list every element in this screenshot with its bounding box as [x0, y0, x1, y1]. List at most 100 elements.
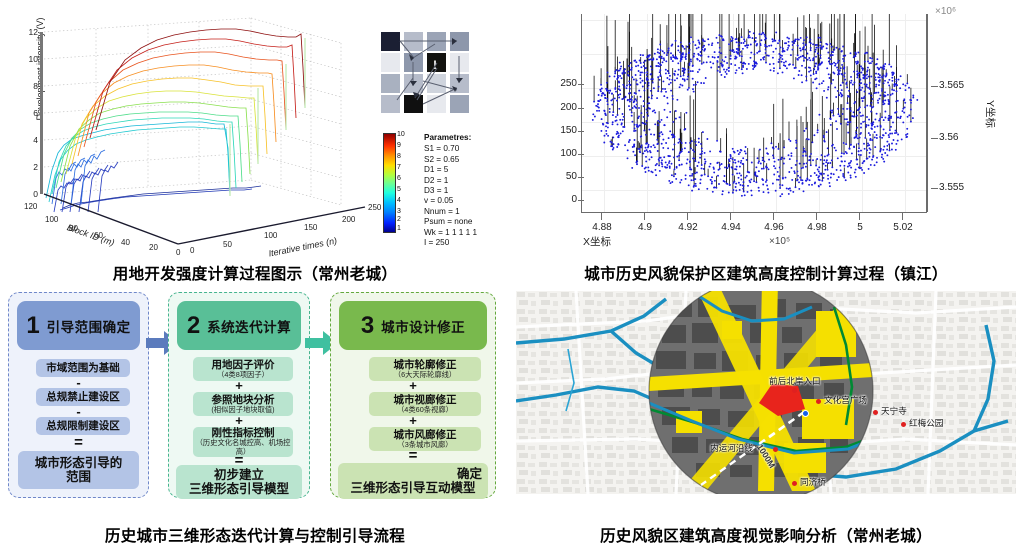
flow-sub-box[interactable]: 参照地块分析 (相似因子地块取值)	[193, 392, 293, 416]
caption-panel-1: 用地开发强度计算过程图示（常州老城）	[112, 266, 398, 283]
flow-result-line: 三维形态引导模型	[188, 482, 289, 496]
colorbar-tick: 4	[397, 197, 401, 204]
flow-sub-box[interactable]: 用地因子评价 （4类8项因子）	[193, 357, 293, 381]
z-tick: 2	[33, 162, 38, 172]
panel-flowchart: 1 引导范围确定 市域范围为基础 - 总规禁止建设区 - 总规限制建设区 = 城…	[0, 258, 510, 556]
map-label-wenhuagong: 文化宫广场	[824, 395, 867, 405]
svg-text:!: !	[433, 58, 437, 72]
flow-sub-box[interactable]: 市域范围为基础	[36, 359, 130, 377]
caption-panel-4: 历史风貌区建筑高度视觉影响分析（常州老城）	[600, 528, 932, 545]
y-tick: 80	[69, 224, 78, 233]
map-canvas[interactable]: 前后北岸入口 文化宫广场 天宁寺 红梅公园 内运河沿线 同济桥 1000M	[516, 291, 1016, 494]
flow-sub-main: 总规限制建设区	[46, 420, 120, 432]
flow-sub-box[interactable]: 城市轮廓修正 （6大天际轮廓线）	[369, 357, 481, 381]
map-marker[interactable]	[873, 410, 878, 415]
map-marker[interactable]	[792, 481, 797, 486]
z-tick: 0	[33, 189, 38, 199]
x-tick: 5	[840, 213, 880, 233]
flow-sub-note: （4类60条视廊）	[397, 404, 453, 414]
y-tick: 60	[94, 231, 103, 240]
flow-result-box[interactable]: 确定 三维形态引导互动模型	[338, 463, 488, 499]
x-tick: 4.9	[625, 213, 665, 233]
flow-sub-main: 刚性指标控制	[211, 427, 275, 440]
flow-result-line: 初步建立	[213, 467, 264, 482]
x-axis-exponent: ×10⁵	[769, 236, 791, 247]
gridline-h	[582, 122, 927, 123]
parameter-item: Nnum = 1	[424, 206, 460, 216]
flow-sub-box[interactable]: 城市风廊修正 （3条城市风廊）	[369, 427, 481, 451]
x-tick: 200	[342, 215, 356, 224]
flow-sub-note: （历史文化名城控高、机场控高）	[195, 438, 291, 456]
panel-map-visual-impact: 前后北岸入口 文化宫广场 天宁寺 红梅公园 内运河沿线 同济桥 1000M 历史…	[511, 258, 1021, 556]
flow-sub-main: 市域范围为基础	[46, 362, 120, 374]
right-axis-line	[926, 14, 928, 212]
flow-operator: -	[76, 375, 81, 390]
map-marker[interactable]	[901, 422, 906, 427]
colorbar-tick: 3	[397, 208, 401, 215]
map-marker[interactable]	[816, 399, 821, 404]
y-tick-left: 100	[543, 148, 584, 159]
flow-step-title: 引导范围确定	[46, 319, 131, 335]
map-marker[interactable]	[773, 447, 778, 452]
flow-sub-main: 用地因子评价	[211, 358, 275, 371]
y-axis-exponent: ×10⁶	[935, 6, 957, 17]
flow-result-line: 范围	[65, 470, 91, 484]
viewpoint-marker[interactable]	[802, 410, 809, 417]
x-tick: 5.02	[883, 213, 923, 233]
y-tick-right: 3.565	[931, 80, 964, 91]
z-tick: 8	[33, 81, 38, 91]
y-tick: 120	[24, 202, 38, 211]
flow-result-line: 城市形态引导的	[34, 455, 123, 470]
gridline-v	[819, 14, 820, 212]
flow-step-title: 城市设计修正	[381, 319, 466, 335]
flow-operator: +	[235, 378, 243, 393]
x-tick: 4.92	[668, 213, 708, 233]
map-label-hongmei-park: 红梅公园	[909, 418, 944, 428]
flow-step-number: 2	[186, 311, 201, 339]
flow-result-box[interactable]: 城市形态引导的 范围	[18, 451, 139, 489]
colorbar-tick: 7	[397, 164, 401, 171]
flow-sub-box[interactable]: 总规限制建设区	[36, 417, 130, 435]
flow-column-2[interactable]: 2 系统迭代计算 用地因子评价 （4类8项因子） + 参照地块分析 (相似因子地…	[168, 292, 310, 499]
colorbar-tick: 9	[397, 142, 401, 149]
parameter-item: S1 = 0.70	[424, 144, 460, 154]
x-tick: 4.98	[797, 213, 837, 233]
colorbar-tick: 2	[397, 216, 401, 223]
gridline-h	[582, 88, 927, 89]
colorbar	[383, 133, 396, 233]
flow-header-1[interactable]: 1 引导范围确定	[17, 301, 140, 350]
map-label-neiyunhe: 内运河沿线	[710, 443, 753, 453]
gridline-v	[905, 14, 906, 212]
map-label-tianning-temple: 天宁寺	[881, 406, 907, 416]
parameters-header: Parametres:	[424, 133, 472, 142]
arrow-2-to-3	[305, 331, 338, 355]
parameter-item: v = 0.05	[424, 196, 454, 206]
z-axis-line	[40, 32, 43, 194]
flow-result-line: 三维形态引导互动模型	[350, 481, 476, 495]
gridline-v	[862, 14, 863, 212]
flow-result-box[interactable]: 初步建立 三维形态引导模型	[176, 465, 302, 499]
colorbar-tick: 5	[397, 186, 401, 193]
flow-column-1[interactable]: 1 引导范围确定 市域范围为基础 - 总规禁止建设区 - 总规限制建设区 = 城…	[8, 292, 149, 498]
parameter-item: D1 = 5	[424, 165, 449, 175]
map-marker[interactable]	[792, 388, 797, 393]
parameter-item: Psum = none	[424, 217, 473, 227]
flow-sub-box[interactable]: 刚性指标控制 （历史文化名城控高、机场控高）	[193, 427, 293, 457]
x-tick: 100	[264, 231, 278, 240]
flow-sub-box[interactable]: 总规禁止建设区	[36, 388, 130, 406]
flow-sub-box[interactable]: 城市视廊修正 （4类60条视廊）	[369, 392, 481, 416]
x-tick: 4.88	[582, 213, 622, 233]
flow-header-3[interactable]: 3 城市设计修正	[339, 301, 487, 350]
x-tick: 150	[304, 223, 318, 232]
flow-column-3[interactable]: 3 城市设计修正 城市轮廓修正 （6大天际轮廓线） + 城市视廊修正 （4类60…	[330, 292, 496, 499]
z-tick: 4	[33, 135, 38, 145]
flow-header-2[interactable]: 2 系统迭代计算	[177, 301, 301, 350]
y-tick: 20	[149, 243, 158, 252]
flow-operator: =	[408, 447, 418, 464]
map-svg	[516, 291, 1016, 494]
network-grid-inset: !	[377, 28, 472, 113]
flow-sub-note: （4类8项因子）	[217, 369, 269, 379]
parameter-item: Wk = 1 1 1 1 1	[424, 227, 478, 237]
flow-sub-main: 参照地块分析	[211, 393, 275, 406]
flow-step-number: 3	[360, 311, 375, 339]
